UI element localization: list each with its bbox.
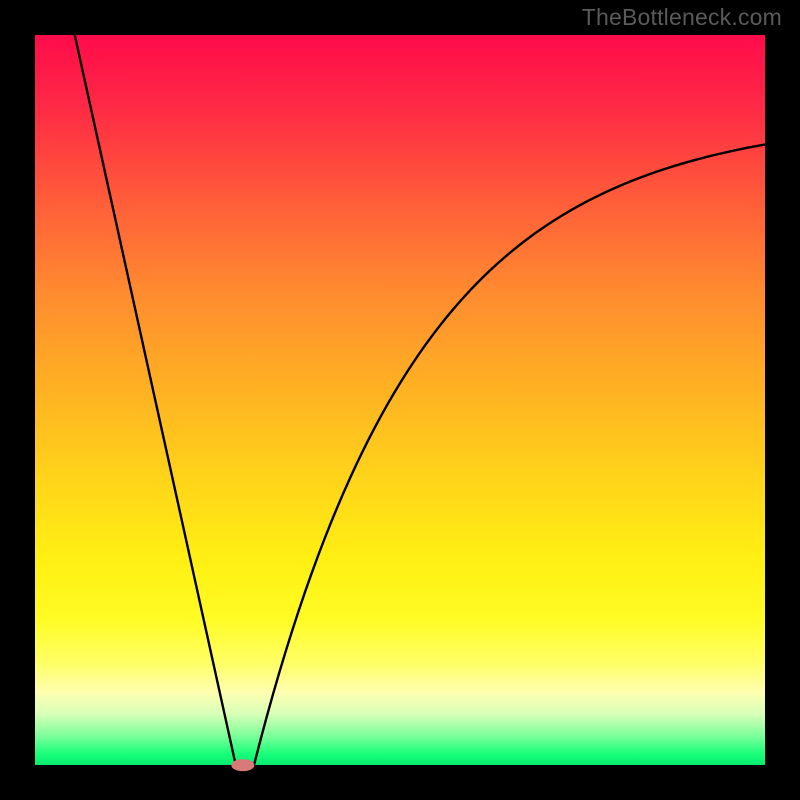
minimum-marker bbox=[231, 759, 254, 771]
plot-area bbox=[35, 35, 765, 765]
chart-frame: TheBottleneck.com bbox=[0, 0, 800, 800]
bottleneck-curve bbox=[35, 35, 765, 765]
watermark-text: TheBottleneck.com bbox=[582, 4, 782, 31]
